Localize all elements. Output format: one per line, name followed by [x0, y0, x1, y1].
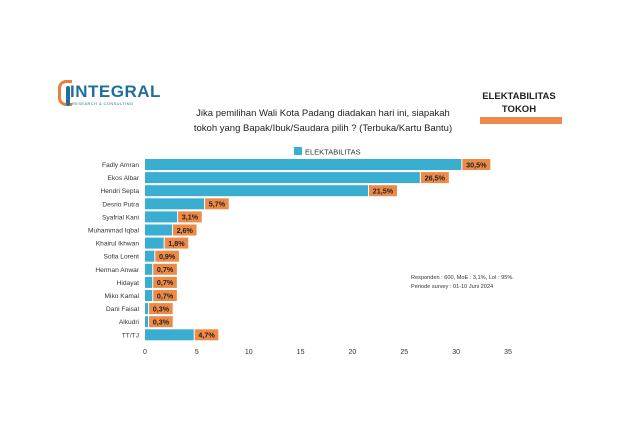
value-label: 0,9%	[159, 252, 176, 261]
badge-accent-bar	[480, 117, 562, 124]
bars	[145, 159, 462, 341]
value-label-bg	[149, 316, 173, 328]
logo-mark-icon	[58, 80, 72, 106]
bar	[145, 316, 149, 328]
value-label-bg	[178, 211, 202, 223]
bar	[145, 290, 153, 301]
bar	[145, 159, 462, 170]
value-label: 1,8%	[168, 239, 185, 248]
bar	[145, 224, 172, 236]
value-label-bg	[153, 263, 177, 275]
value-label: 4,7%	[198, 331, 215, 340]
category-label: Desrio Putra	[102, 201, 139, 208]
value-label: 2,6%	[177, 226, 194, 235]
value-label-bg	[194, 329, 219, 341]
category-label: Khairul Ikhwan	[96, 241, 140, 248]
chart-badge: ELEKTABILITAS TOKOH	[476, 90, 562, 116]
legend-swatch	[294, 147, 302, 155]
value-label: 0,7%	[157, 291, 174, 300]
value-label: 30,5%	[466, 160, 487, 169]
bar	[145, 172, 420, 184]
logo-name: INTEGRAL	[70, 82, 161, 101]
value-label: 0,7%	[157, 265, 174, 274]
value-label-bg	[172, 224, 197, 236]
chart-legend: ELEKTABILITAS	[294, 147, 361, 157]
value-label: 21,5%	[373, 187, 394, 196]
category-label: Sofia Lorent	[103, 254, 139, 261]
category-label: Fadly Amran	[102, 162, 139, 169]
bar	[145, 250, 155, 262]
integral-logo: INTEGRAL RESEARCH & CONSULTING	[58, 80, 168, 110]
x-tick-label: 30	[452, 349, 460, 356]
value-label: 3,1%	[182, 213, 199, 222]
bar	[145, 198, 205, 210]
survey-note: Responden : 600, MoE : 3,1%, LoI : 95%. …	[411, 275, 514, 290]
chart-badge-line2: TOKOH	[501, 104, 537, 115]
value-label-bg	[205, 198, 229, 210]
category-label: Herman Anwar	[95, 267, 139, 274]
x-tick-label: 10	[245, 349, 253, 356]
x-axis-ticks: 0 5 10 15 20 25 30 35	[143, 349, 512, 356]
value-label: 0,3%	[153, 318, 170, 327]
category-label: Alkudri	[119, 319, 140, 326]
bar	[145, 185, 368, 197]
value-label-bg	[420, 172, 449, 184]
category-label: Syafrial Kani	[102, 214, 140, 221]
category-label: Hidayat	[117, 280, 140, 287]
survey-question-line1: Jika pemilihan Wali Kota Padang diadakan…	[196, 108, 450, 119]
bar	[145, 263, 153, 275]
category-label: Miko Kamal	[105, 293, 140, 300]
value-label: 0,3%	[153, 304, 170, 313]
bar	[145, 329, 194, 341]
logo-tagline: RESEARCH & CONSULTING	[72, 101, 134, 106]
x-tick-label: 20	[349, 349, 357, 356]
value-label-bg	[153, 290, 177, 301]
category-label: TT/TJ	[122, 332, 139, 339]
value-label-bg	[153, 276, 177, 288]
category-label: Dani Faisal	[106, 306, 140, 313]
value-label-bg	[462, 159, 491, 170]
x-tick-label: 15	[297, 349, 305, 356]
bar	[145, 276, 153, 288]
bar	[145, 237, 164, 249]
x-tick-label: 0	[143, 349, 147, 356]
category-labels: Fadly Amran Ekos Albar Hendri Septa Desrio …	[88, 162, 140, 339]
value-label-bg	[164, 237, 189, 249]
x-tick-label: 5	[195, 349, 199, 356]
survey-question: Jika pemilihan Wali Kota Padang diadakan…	[168, 106, 478, 136]
bar	[145, 303, 149, 315]
value-label: 26,5%	[425, 173, 446, 182]
x-tick-label: 25	[400, 349, 408, 356]
value-label-bg	[149, 303, 173, 315]
category-label: Muhammad Iqbal	[88, 228, 139, 235]
chart-badge-line1: ELEKTABILITAS	[482, 91, 556, 102]
value-label-bg	[155, 250, 179, 262]
value-label: 5,7%	[209, 200, 226, 209]
x-tick-label: 35	[504, 349, 512, 356]
category-label: Ekos Albar	[107, 175, 139, 182]
value-label-bg	[368, 185, 397, 197]
bar	[145, 211, 178, 223]
value-labels: 30,5% 26,5% 21,5% 5,7% 3,1% 2,6% 1,8% 0,9% 0,7% 0…	[149, 159, 491, 341]
legend-label: ELEKTABILITAS	[305, 148, 361, 157]
survey-note-line1: Responden : 600, MoE : 3,1%, LoI : 95%.	[411, 275, 514, 281]
category-label: Hendri Septa	[101, 188, 140, 195]
value-label: 0,7%	[157, 278, 174, 287]
survey-question-line2: tokoh yang Bapak/Ibuk/Saudara pilih ? (T…	[193, 123, 453, 134]
survey-note-line2: Periode survey : 01-10 Juni 2024	[411, 284, 493, 290]
